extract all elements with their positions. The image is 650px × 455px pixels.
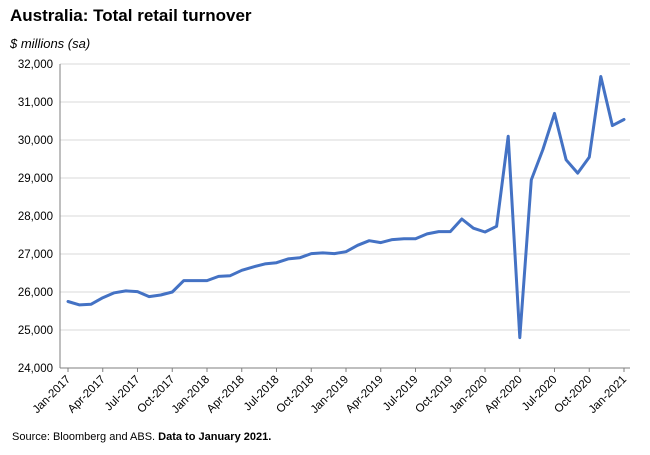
series-line [66,75,626,340]
gridlines [60,63,630,369]
x-tick-label: Jan-2018 [170,374,212,416]
y-tick-label: 31,000 [18,97,53,109]
x-tick-label: Apr-2019 [344,374,386,416]
y-tick-label: 26,000 [18,287,53,299]
x-tick-label: Apr-2017 [66,374,108,416]
source-text: Source: Bloomberg and ABS. [12,431,156,443]
x-tick-label: Jan-2019 [309,374,351,416]
y-tick-label: 24,000 [18,363,53,375]
chart-title: Australia: Total retail turnover [10,6,252,25]
x-axis-ticks: Jan-2017Apr-2017Jul-2017Oct-2017Jan-2018… [31,368,629,416]
line-chart: 24,000 25,000 26,000 27,000 28,000 29,000 30,0… [18,59,630,416]
x-tick-label: Jan-2020 [448,374,490,416]
y-tick-label: 29,000 [18,173,53,185]
y-tick-label: 32,000 [18,59,53,71]
source-note: Source: Bloomberg and ABS. Data to Janua… [12,431,271,443]
y-tick-label: 28,000 [18,211,53,223]
y-tick-label: 27,000 [18,249,53,261]
x-tick-label: Apr-2018 [205,374,247,416]
y-tick-label: 25,000 [18,325,53,337]
y-axis-ticks: 24,000 25,000 26,000 27,000 28,000 29,000 30,0… [18,59,53,375]
x-tick-label: Jan-2017 [31,374,73,416]
source-bold-text: Data to January 2021. [158,431,272,443]
x-tick-label: Apr-2020 [483,374,525,416]
x-tick-label: Jan-2021 [587,374,629,416]
y-tick-label: 30,000 [18,135,53,147]
y-axis-unit-label: $ millions (sa) [10,36,91,51]
